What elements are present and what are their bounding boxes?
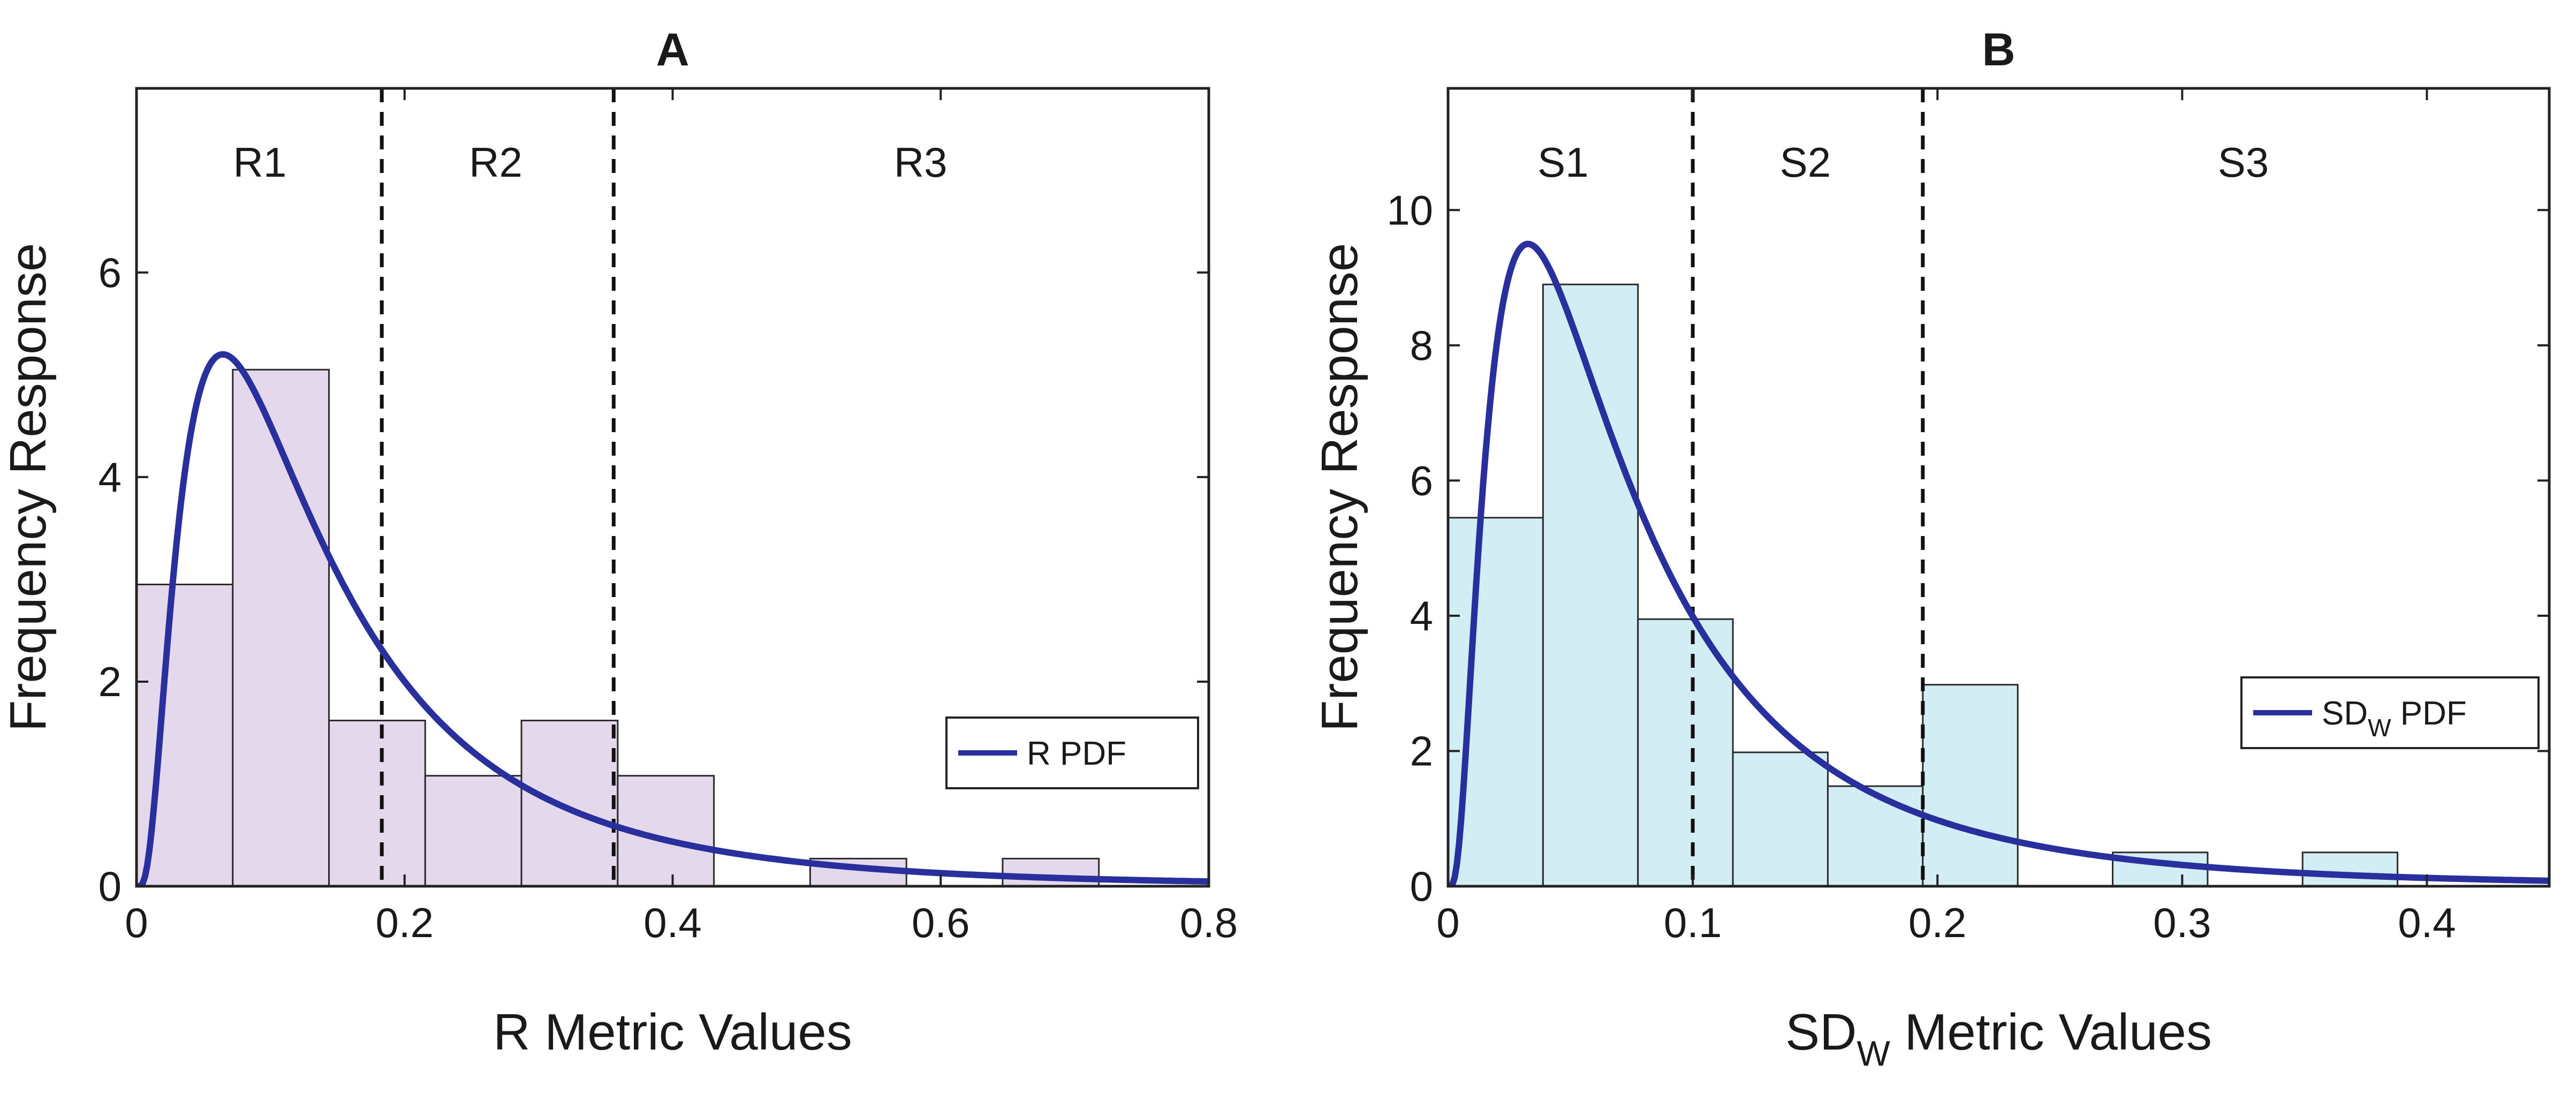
panel-a: R1 R2 R3 0 0.2 0.4 0.6 0.8 0 2 4 6 A R Metric Values F… bbox=[0, 24, 1238, 1061]
histogram-bar bbox=[328, 720, 426, 887]
legend-label: R PDF bbox=[1027, 735, 1126, 772]
y-axis-label: Frequency Response bbox=[0, 243, 57, 732]
x-axis-label-suffix: Metric Values bbox=[1890, 1004, 2212, 1061]
x-tick-label: 0 bbox=[125, 899, 148, 946]
x-axis-label-main: SD bbox=[1785, 1004, 1857, 1061]
pdf-curve bbox=[137, 351, 1209, 886]
legend-label-suffix: PDF bbox=[2391, 695, 2467, 732]
histogram-bar bbox=[1827, 785, 1924, 887]
legend-label: SDW PDF bbox=[2322, 695, 2467, 742]
histogram-bars bbox=[1447, 283, 2399, 887]
x-tick-label: 0.2 bbox=[376, 899, 434, 946]
y-tick-label: 4 bbox=[1410, 592, 1433, 639]
y-tick-label: 0 bbox=[1410, 863, 1433, 910]
region-label: S1 bbox=[1537, 139, 1588, 186]
y-tick-label: 8 bbox=[1410, 322, 1433, 369]
pdf-curve bbox=[1448, 240, 2549, 886]
y-tick-label: 6 bbox=[99, 249, 122, 296]
panel-title: A bbox=[656, 24, 689, 76]
histogram-bar bbox=[424, 775, 522, 887]
y-tick-label: 0 bbox=[99, 863, 122, 910]
legend: R PDF bbox=[945, 716, 1199, 789]
x-axis-label: R Metric Values bbox=[493, 1004, 852, 1061]
histogram-bar bbox=[1002, 857, 1100, 887]
legend-label-subscript: W bbox=[2368, 714, 2391, 742]
histogram-bar bbox=[1732, 751, 1829, 887]
region-label: R1 bbox=[233, 139, 286, 186]
x-tick-label: 0.4 bbox=[2398, 899, 2456, 946]
x-axis-label-subscript: W bbox=[1857, 1033, 1890, 1073]
axes-box bbox=[1446, 87, 2551, 888]
x-tick-label: 0.6 bbox=[912, 899, 969, 946]
histogram-bar bbox=[2301, 851, 2399, 887]
y-axis-label: Frequency Response bbox=[1311, 243, 1368, 732]
x-tick-label: 0.8 bbox=[1180, 899, 1238, 946]
legend: SDW PDF bbox=[2240, 676, 2540, 749]
panel-title: B bbox=[1982, 24, 2015, 76]
x-axis-label-main: R Metric Values bbox=[493, 1004, 852, 1061]
y-tick-label: 4 bbox=[99, 454, 122, 501]
histogram-bar bbox=[1637, 618, 1734, 887]
region-label: S2 bbox=[1780, 139, 1831, 186]
y-tick-label: 10 bbox=[1387, 186, 1433, 233]
x-tick-label: 0 bbox=[1436, 899, 1459, 946]
y-tick-label: 2 bbox=[99, 658, 122, 705]
x-tick-label: 0.4 bbox=[643, 899, 701, 946]
histogram-bar bbox=[520, 720, 619, 887]
legend-label-main: R PDF bbox=[1027, 735, 1126, 772]
legend-label-main: SD bbox=[2322, 695, 2368, 732]
region-label: S3 bbox=[2218, 139, 2269, 186]
region-label: R3 bbox=[894, 139, 948, 186]
x-tick-label: 0.1 bbox=[1664, 899, 1722, 946]
y-tick-label: 2 bbox=[1410, 727, 1433, 774]
x-tick-label: 0.2 bbox=[1908, 899, 1966, 946]
x-axis-label: SDW Metric Values bbox=[1785, 1004, 2212, 1073]
histogram-bar bbox=[617, 775, 715, 887]
y-tick-label: 6 bbox=[1410, 457, 1433, 504]
x-tick-label: 0.3 bbox=[2153, 899, 2211, 946]
region-label: R2 bbox=[469, 139, 522, 186]
histogram-bar bbox=[1922, 684, 2019, 887]
